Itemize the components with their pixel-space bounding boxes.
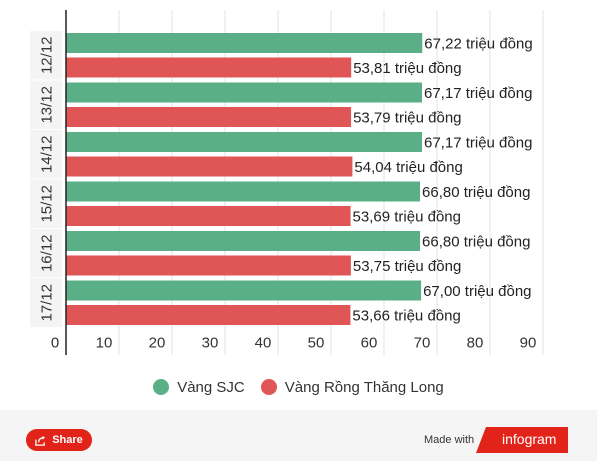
category-band-5: [30, 278, 62, 327]
bar-rong-thang-long-2[interactable]: [66, 156, 353, 177]
data-label-rong-thang-long-5: 53,66 triệu đồng: [352, 308, 460, 325]
infogram-logo-icon[interactable]: [476, 427, 568, 453]
data-label-rong-thang-long-0: 53,81 triệu đồng: [353, 60, 461, 77]
category-band-3: [30, 179, 62, 228]
x-tick-label-20: 20: [149, 335, 166, 352]
x-tick-label-40: 40: [255, 335, 272, 352]
legend-item-sjc[interactable]: Vàng SJC: [153, 379, 245, 396]
bar-rong-thang-long-4[interactable]: [66, 255, 351, 276]
bar-sjc-5[interactable]: [66, 280, 422, 301]
data-label-rong-thang-long-2: 54,04 triệu đồng: [354, 159, 462, 176]
share-button[interactable]: Share: [26, 429, 92, 451]
x-tick-label-10: 10: [96, 335, 113, 352]
legend-swatch-sjc: [153, 379, 170, 395]
category-band-2: [30, 130, 62, 179]
data-label-rong-thang-long-4: 53,75 triệu đồng: [353, 258, 461, 275]
x-tick-label-90: 90: [520, 335, 537, 352]
legend-item-rong-thang-long[interactable]: Vàng Rồng Thăng Long: [260, 378, 444, 396]
x-tick-label-50: 50: [308, 335, 325, 352]
data-label-sjc-4: 66,80 triệu đồng: [422, 234, 530, 251]
legend-swatch-rong-thang-long: [260, 379, 277, 395]
category-label-2: 14/12: [39, 135, 56, 173]
data-label-sjc-2: 67,17 triệu đồng: [424, 135, 532, 152]
bar-sjc-0[interactable]: [66, 33, 423, 53]
made-with-label: Made with: [424, 434, 475, 446]
category-label-4: 16/12: [39, 234, 56, 272]
data-label-sjc-0: 67,22 triệu đồng: [424, 36, 532, 53]
x-tick-label-30: 30: [202, 335, 219, 352]
bar-rong-thang-long-0[interactable]: [66, 57, 352, 78]
category-band-4: [30, 229, 62, 278]
category-label-5: 17/12: [39, 284, 56, 322]
x-tick-label-60: 60: [361, 335, 378, 352]
bar-sjc-3[interactable]: [66, 181, 421, 202]
share-icon: [35, 435, 46, 446]
x-tick-label-70: 70: [414, 335, 431, 352]
footer: Share Made with infogram: [0, 410, 597, 461]
share-label: Share: [52, 434, 83, 446]
data-label-sjc-3: 66,80 triệu đồng: [422, 184, 530, 201]
category-label-0: 12/12: [39, 36, 56, 74]
x-tick-label-0: 0: [51, 335, 59, 352]
bar-sjc-1[interactable]: [66, 82, 423, 103]
category-label-1: 13/12: [39, 86, 56, 124]
infogram-brand-label: infogram: [502, 431, 557, 447]
bar-sjc-4[interactable]: [66, 231, 421, 251]
data-label-rong-thang-long-3: 53,69 triệu đồng: [353, 209, 461, 226]
category-label-3: 15/12: [39, 185, 56, 223]
legend-label-rong-thang-long: Vàng Rồng Thăng Long: [284, 378, 444, 396]
x-tick-label-80: 80: [467, 335, 484, 352]
bar-rong-thang-long-1[interactable]: [66, 107, 352, 127]
category-band-1: [30, 80, 62, 129]
category-band-0: [30, 31, 62, 80]
bar-sjc-2[interactable]: [66, 132, 423, 152]
bar-rong-thang-long-3[interactable]: [66, 206, 351, 226]
data-label-sjc-5: 67,00 triệu đồng: [423, 283, 531, 300]
data-label-rong-thang-long-1: 53,79 triệu đồng: [353, 110, 461, 127]
bar-rong-thang-long-5[interactable]: [66, 305, 351, 325]
legend: Vàng SJC Vàng Rồng Thăng Long: [0, 372, 597, 402]
legend-label-sjc: Vàng SJC: [177, 378, 245, 396]
bar-chart: 12/12 13/12 14/12 15/12 16/12 17/12 67,22 triệ…: [30, 10, 544, 355]
data-label-sjc-1: 67,17 triệu đồng: [424, 85, 532, 102]
